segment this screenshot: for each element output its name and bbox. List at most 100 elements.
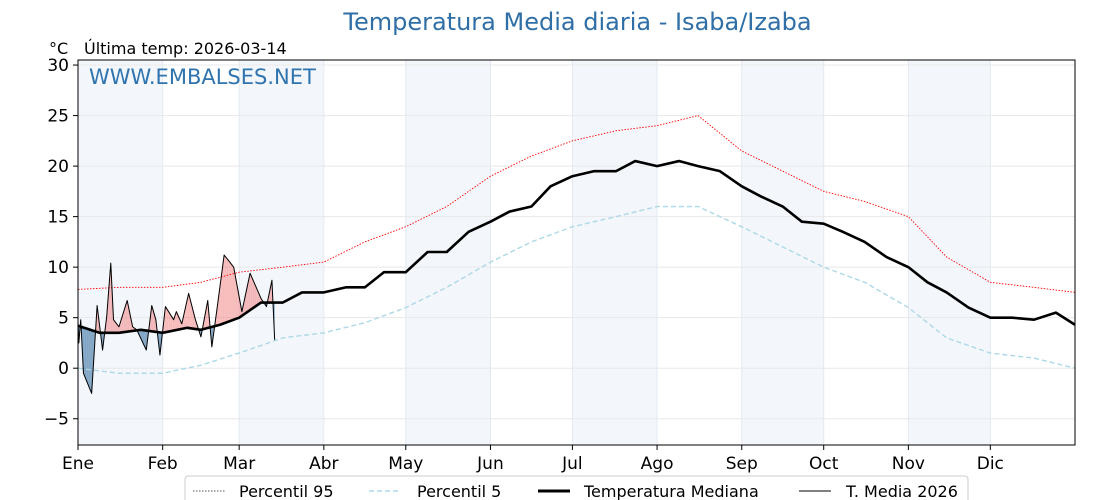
y-tick-label: 10 (47, 258, 69, 278)
legend-box (184, 475, 969, 500)
fill-above-median (230, 263, 232, 321)
fill-above-median (117, 325, 119, 333)
y-tick-label: −5 (44, 410, 69, 430)
fill-above-median (116, 324, 118, 333)
fill-above-median (231, 264, 233, 321)
fill-above-median (257, 290, 259, 305)
fill-below-median (142, 329, 143, 343)
fill-above-median (248, 279, 249, 312)
fill-above-median (228, 260, 229, 322)
fill-above-median (129, 310, 130, 332)
fill-below-median (84, 327, 86, 379)
x-tick-label-abr: Abr (309, 454, 338, 474)
fill-above-median (207, 300, 208, 329)
watermark: WWW.EMBALSES.NET (89, 65, 316, 89)
fill-below-median (143, 330, 145, 346)
fill-above-median (232, 265, 234, 321)
fill-above-median (166, 308, 168, 332)
fill-above-median (118, 325, 119, 333)
fill-above-median (186, 299, 188, 328)
fill-above-median (189, 296, 190, 329)
fill-above-median (237, 285, 238, 319)
fill-above-median (165, 306, 167, 333)
fill-above-median (109, 272, 111, 333)
y-tick-label: 20 (47, 157, 69, 177)
fill-above-median (258, 293, 260, 304)
y-tick-label: 15 (47, 208, 69, 228)
x-tick-label-nov: Nov (892, 454, 925, 474)
legend-p5: Percentil 5 (417, 482, 501, 500)
fill-above-median (225, 256, 227, 323)
fill-above-median (192, 306, 193, 329)
fill-above-median (251, 276, 253, 310)
fill-above-median (226, 258, 228, 323)
x-tick-label-mar: Mar (223, 454, 255, 474)
fill-above-median (235, 274, 236, 320)
fill-above-median (125, 304, 126, 332)
fill-above-median (255, 285, 257, 307)
fill-above-median (166, 307, 167, 333)
fill-above-median (256, 287, 257, 306)
fill-above-median (245, 292, 246, 314)
fill-above-median (114, 321, 116, 333)
fill-above-median (250, 273, 251, 311)
fill-above-median (172, 317, 173, 331)
x-tick-label-oct: Oct (809, 454, 839, 474)
fill-above-median (224, 255, 226, 323)
fill-above-median (115, 322, 117, 333)
fill-above-median (185, 302, 187, 329)
fill-above-median (121, 315, 123, 333)
fill-below-median (142, 330, 144, 345)
fill-below-median (88, 329, 89, 387)
fill-below-median (86, 328, 87, 382)
fill-above-median (121, 318, 122, 333)
fill-above-median (237, 289, 239, 319)
fill-above-median (184, 308, 186, 329)
fill-above-median (252, 277, 253, 309)
fill-above-median (249, 273, 251, 311)
fill-above-median (252, 279, 254, 309)
fill-above-median (258, 292, 259, 305)
legend-2026: T. Media 2026 (845, 482, 958, 500)
month-band (908, 60, 991, 445)
fill-above-median (168, 312, 170, 332)
fill-below-median (86, 328, 88, 384)
fill-above-median (174, 315, 175, 331)
y-tick-label: 5 (58, 309, 69, 329)
fill-above-median (224, 255, 225, 324)
fill-above-median (126, 300, 128, 332)
fill-above-median (151, 305, 153, 332)
fill-below-median (145, 330, 147, 351)
fill-above-median (230, 262, 231, 321)
fill-above-median (222, 265, 223, 324)
fill-above-median (179, 317, 180, 330)
fill-above-median (229, 261, 231, 322)
x-tick-label-jun: Jun (476, 454, 504, 474)
fill-above-median (177, 313, 178, 330)
fill-above-median (153, 312, 155, 332)
fill-above-median (250, 274, 252, 310)
fill-above-median (234, 270, 236, 320)
fill-above-median (122, 313, 124, 333)
fill-above-median (235, 278, 237, 319)
y-tick-label: 25 (47, 107, 69, 127)
y-unit-label: °C (49, 39, 69, 58)
month-band (741, 60, 824, 445)
fill-above-median (176, 311, 178, 331)
fill-above-median (152, 307, 154, 332)
month-band (239, 60, 324, 445)
fill-above-median (223, 255, 225, 324)
x-tick-label-jul: Jul (561, 454, 583, 474)
fill-above-median (173, 317, 175, 331)
fill-above-median (172, 318, 174, 331)
fill-above-median (128, 307, 130, 332)
fill-above-median (220, 280, 221, 325)
fill-above-median (221, 270, 223, 325)
x-tick-label-ago: Ago (641, 454, 674, 474)
fill-below-median (90, 329, 92, 394)
fill-above-median (187, 293, 189, 328)
legend-p95: Percentil 95 (239, 482, 334, 500)
fill-below-median (87, 328, 89, 386)
fill-above-median (226, 257, 227, 323)
fill-above-median (220, 275, 222, 325)
